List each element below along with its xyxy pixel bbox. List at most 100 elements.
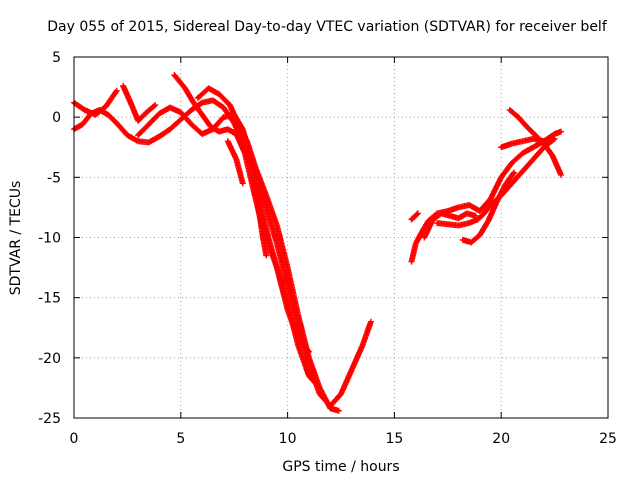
data-point-trail (182, 86, 196, 105)
y-tick-label: -15 (38, 291, 61, 307)
data-point-trail (482, 203, 493, 216)
y-tick-label: -5 (47, 170, 61, 186)
data-point-trail (253, 166, 269, 197)
data-point (335, 407, 342, 414)
series-track-f (194, 85, 342, 414)
data-point-trail (244, 139, 259, 170)
x-tick-label: 15 (385, 431, 403, 447)
data-point-trail (120, 84, 135, 107)
data-point-trail (263, 193, 280, 227)
data-point (367, 318, 374, 325)
data-point-trail (285, 308, 301, 342)
data-point (558, 128, 565, 135)
data-point (511, 169, 518, 176)
data-point-trail (227, 103, 241, 127)
data-point-trail (259, 229, 269, 258)
series-track-h (254, 198, 270, 259)
data-point-trail (520, 145, 535, 156)
x-tick-label: 10 (279, 431, 297, 447)
data-point-trail (421, 217, 436, 240)
data-point-trail (295, 314, 312, 360)
data-point-trail (129, 103, 141, 123)
data-point-trail (211, 98, 226, 110)
data-point-trail (233, 157, 246, 185)
y-tick-label: 5 (52, 50, 61, 66)
data-point-trail (284, 284, 301, 330)
data-point-trail (485, 199, 500, 223)
grid (74, 57, 608, 418)
data-point (263, 252, 270, 259)
data-point-trail (233, 132, 248, 155)
y-axis-label: SDTVAR / TECUs (8, 181, 24, 296)
data-point-trail (136, 110, 149, 123)
series-track-b (71, 87, 120, 118)
data-point-trail (217, 92, 232, 108)
data-point-trail (191, 100, 205, 117)
data-point-trail (349, 344, 365, 372)
data-point-trail (499, 161, 514, 180)
data-point-trail (469, 233, 482, 245)
data-point (472, 212, 479, 219)
series-track-k (421, 210, 479, 241)
data-point-trail (524, 124, 538, 138)
data-point-trail (477, 197, 493, 213)
data-point-trail (550, 154, 564, 177)
data-point-trail (265, 236, 280, 270)
axis-ticks: 0 5 10 15 20 25 5 0 -5 -10 -15 -20 -25 (38, 50, 617, 447)
data-point-trail (236, 122, 250, 143)
data-point-trail (157, 127, 172, 139)
data-point-trail (531, 145, 546, 162)
data-point-trail (488, 175, 504, 201)
y-tick-label: -10 (38, 231, 61, 247)
data-point-trail (178, 110, 194, 127)
data-point-trail (146, 111, 162, 127)
series-track-j (408, 210, 421, 223)
data-point-trail (274, 242, 291, 288)
data-point (558, 171, 565, 178)
data-point-trail (172, 73, 188, 91)
series-track-g (224, 138, 246, 187)
data-point-trail (125, 132, 140, 144)
series-track-c (120, 82, 159, 124)
data-point-trail (72, 100, 87, 113)
data-series (71, 72, 565, 414)
data-point-trail (520, 157, 536, 174)
series-track-m (459, 169, 518, 246)
data-point (551, 135, 558, 142)
data-point-trail (306, 356, 323, 390)
data-point-trail (533, 133, 546, 146)
data-point-trail (136, 122, 151, 138)
data-point-trail (274, 266, 291, 312)
series-track-a (71, 97, 374, 409)
x-tick-label: 5 (176, 431, 185, 447)
data-point-trail (359, 320, 374, 348)
data-point (414, 210, 421, 217)
data-point-trail (507, 107, 521, 120)
data-point-trail (295, 344, 312, 378)
data-point-trail (106, 112, 119, 126)
data-point-trail (419, 219, 431, 234)
data-point-trail (93, 104, 108, 117)
data-point-trail (242, 151, 257, 191)
data-point-trail (274, 223, 291, 270)
data-point (113, 87, 120, 94)
data-point-trail (103, 88, 119, 109)
data-point (152, 102, 159, 109)
data-point-trail (114, 121, 130, 138)
data-point-trail (494, 182, 508, 203)
series-track-o (506, 106, 565, 178)
data-point-trail (328, 392, 344, 408)
x-tick-label: 25 (599, 431, 617, 447)
y-tick-label: 0 (52, 110, 61, 126)
chart-title: Day 055 of 2015, Sidereal Day-to-day VTE… (47, 19, 608, 35)
data-point-trail (147, 134, 162, 145)
data-point-trail (210, 115, 226, 132)
data-point-trail (254, 199, 265, 233)
x-axis-label: GPS time / hours (282, 459, 399, 475)
data-point-trail (206, 86, 221, 97)
series-track-e (135, 104, 312, 355)
y-tick-label: -25 (38, 411, 61, 427)
x-tick-label: 0 (70, 431, 79, 447)
